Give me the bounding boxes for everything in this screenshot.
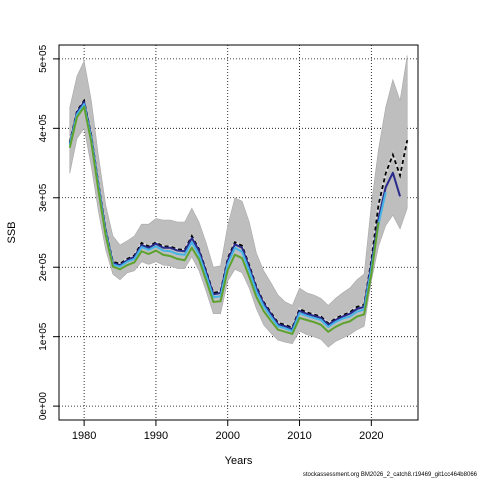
confidence-band-area <box>70 55 407 347</box>
confidence-band <box>70 55 407 347</box>
x-tick-label: 2000 <box>215 430 239 442</box>
y-tick-label: 3e+05 <box>38 183 49 212</box>
x-tick-label: 1980 <box>72 430 96 442</box>
y-tick-label: 2e+05 <box>38 253 49 282</box>
y-tick-label: 0e+00 <box>38 392 49 421</box>
y-tick-label: 1e+05 <box>38 322 49 351</box>
series-line-green <box>70 107 379 334</box>
footer-credit: stockassessment.org BM2026_2_catch8.r194… <box>303 472 477 478</box>
x-tick-label: 2010 <box>287 430 311 442</box>
y-tick-label: 4e+05 <box>38 114 49 143</box>
y-tick-label: 5e+05 <box>38 44 49 73</box>
x-axis: 1980 1990 2000 2010 2020 <box>72 420 384 442</box>
x-axis-label: Years <box>225 455 253 467</box>
y-axis-label: SSB <box>6 221 18 243</box>
x-tick-label: 2020 <box>359 430 383 442</box>
x-tick-label: 1990 <box>144 430 168 442</box>
y-axis: 0e+00 1e+05 2e+05 3e+05 4e+05 5e+05 <box>38 44 59 420</box>
